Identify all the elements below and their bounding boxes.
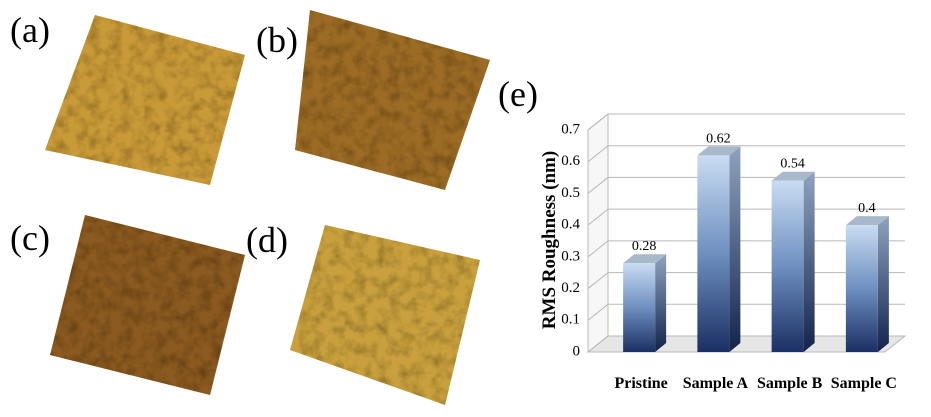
x-tick-label: Pristine xyxy=(614,375,667,392)
y-tick-label: 0.3 xyxy=(561,248,580,264)
y-tick-label: 0.7 xyxy=(561,121,580,137)
side-wall xyxy=(588,114,608,352)
y-axis-label: RMS Roughness (nm) xyxy=(539,151,560,329)
y-tick-label: 0.2 xyxy=(561,280,580,296)
y-tick-label: 0 xyxy=(573,343,581,359)
bar-side xyxy=(878,216,889,352)
panel-label: (a) xyxy=(10,10,50,50)
data-label: 0.62 xyxy=(706,131,731,146)
afm-image-b xyxy=(295,10,490,190)
y-tick-label: 0.4 xyxy=(561,217,580,233)
bar xyxy=(846,225,878,352)
y-tick-label: 0.1 xyxy=(561,312,580,328)
grid-line xyxy=(588,114,905,130)
afm-image-c xyxy=(50,215,245,395)
panel-label: (e) xyxy=(498,74,538,114)
afm-image-a xyxy=(45,15,245,185)
bar xyxy=(623,263,655,352)
x-tick-label: Sample B xyxy=(757,375,823,392)
data-label: 0.28 xyxy=(632,239,657,254)
grid-line xyxy=(588,177,905,193)
panel-label: (b) xyxy=(256,20,298,60)
panel-label: (c) xyxy=(10,218,50,258)
bar xyxy=(772,181,804,352)
afm-image-d xyxy=(290,225,480,405)
figure: (a) (b) (c) (d) (e) RMS Roughness (nm) 0… xyxy=(0,0,931,417)
grid-line xyxy=(588,146,905,162)
bar-side xyxy=(729,146,740,352)
y-tick-label: 0.6 xyxy=(561,153,580,169)
afm-images xyxy=(45,10,490,405)
data-label: 0.54 xyxy=(780,157,805,172)
bar-chart: 0 0.1 0.2 0.3 0.4 0.5 0.6 0.7 Pristine 0.28 Sample… xyxy=(561,114,905,392)
x-tick-label: Sample A xyxy=(683,375,749,392)
bar-side xyxy=(804,172,815,352)
bar xyxy=(697,155,729,352)
panel-label: (d) xyxy=(246,220,288,260)
bar-side xyxy=(655,254,666,352)
x-tick-label: Sample C xyxy=(831,375,897,392)
y-tick-label: 0.5 xyxy=(561,185,580,201)
data-label: 0.4 xyxy=(858,201,876,216)
